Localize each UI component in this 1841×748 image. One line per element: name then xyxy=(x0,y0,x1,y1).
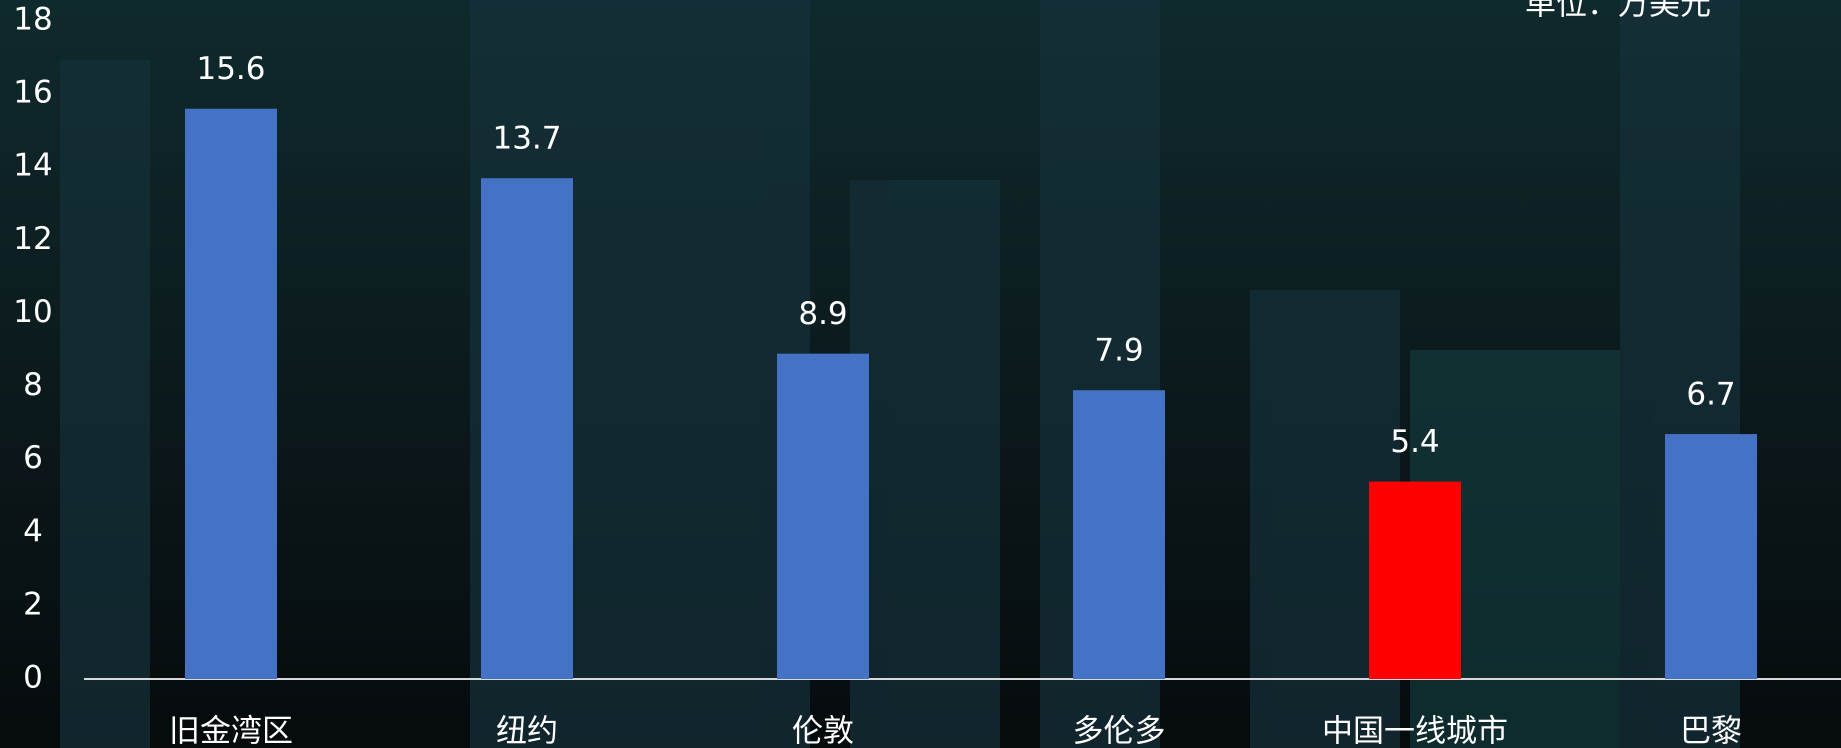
x-tick-label: 多伦多 xyxy=(1073,714,1166,748)
unit-label: 单位：万美元 xyxy=(1525,0,1711,23)
x-tick-label: 巴黎 xyxy=(1680,714,1742,748)
x-tick-label: 纽约 xyxy=(496,714,558,748)
bar xyxy=(481,178,573,679)
y-tick-label: 4 xyxy=(23,513,43,549)
bar xyxy=(1369,481,1461,679)
y-tick-label: 16 xyxy=(13,75,52,111)
value-label: 15.6 xyxy=(196,51,265,87)
y-tick-label: 6 xyxy=(23,440,43,476)
y-tick-label: 14 xyxy=(13,148,52,184)
bar xyxy=(185,108,277,679)
skyline xyxy=(60,0,1740,748)
bar xyxy=(1073,390,1165,679)
y-tick-label: 12 xyxy=(13,221,52,257)
value-label: 6.7 xyxy=(1686,377,1735,413)
value-label: 13.7 xyxy=(492,121,561,157)
x-tick-label: 伦敦 xyxy=(792,714,854,748)
x-tick-label: 中国一线城市 xyxy=(1322,714,1508,748)
x-tick-label: 旧金湾区 xyxy=(169,714,293,748)
y-tick-label: 2 xyxy=(23,586,43,622)
y-tick-label: 8 xyxy=(23,367,43,403)
bar xyxy=(777,353,869,679)
value-label: 8.9 xyxy=(798,296,847,332)
bar xyxy=(1665,434,1757,679)
y-tick-label: 0 xyxy=(23,660,43,696)
y-tick-label: 10 xyxy=(13,294,52,330)
value-label: 7.9 xyxy=(1094,333,1143,369)
value-label: 5.4 xyxy=(1390,424,1439,460)
y-tick-label: 18 xyxy=(13,2,52,38)
